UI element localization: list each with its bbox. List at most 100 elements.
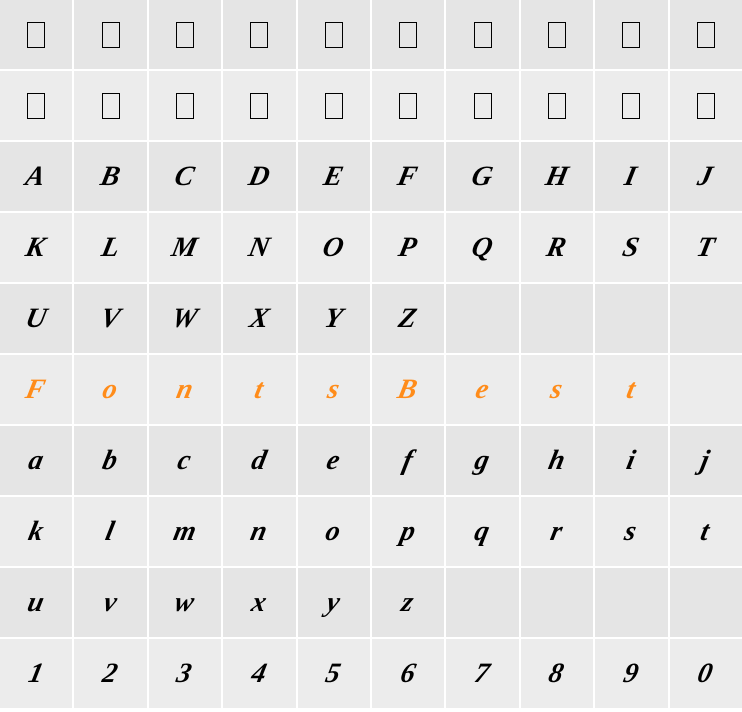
- glyph-cell: S: [595, 213, 667, 282]
- placeholder-glyph-box: [548, 93, 566, 119]
- glyph-cell: [670, 355, 742, 424]
- glyph-cell: [521, 0, 593, 69]
- glyph-cell: [149, 0, 221, 69]
- glyph-char: J: [695, 161, 717, 193]
- placeholder-glyph-box: [325, 22, 343, 48]
- glyph-char: 3: [174, 658, 196, 690]
- glyph-cell: s: [298, 355, 370, 424]
- glyph-cell: C: [149, 142, 221, 211]
- glyph-cell: [670, 71, 742, 140]
- placeholder-glyph-box: [176, 22, 194, 48]
- glyph-char: C: [172, 161, 198, 193]
- glyph-char: o: [323, 516, 345, 548]
- glyph-char: V: [97, 303, 123, 335]
- glyph-cell: 1: [0, 639, 72, 708]
- glyph-cell: 9: [595, 639, 667, 708]
- glyph-cell: e: [298, 426, 370, 495]
- glyph-cell: 5: [298, 639, 370, 708]
- placeholder-glyph-box: [325, 93, 343, 119]
- glyph-char: n: [248, 516, 271, 548]
- glyph-char: d: [248, 445, 270, 477]
- glyph-char: 9: [620, 658, 642, 690]
- glyph-cell: Q: [446, 213, 518, 282]
- glyph-cell: [670, 284, 742, 353]
- glyph-cell: p: [372, 497, 444, 566]
- glyph-cell: 8: [521, 639, 593, 708]
- glyph-cell: h: [521, 426, 593, 495]
- glyph-cell: Z: [372, 284, 444, 353]
- placeholder-glyph-box: [474, 22, 492, 48]
- glyph-char: B: [97, 161, 123, 193]
- font-character-grid: ABCDEFGHIJKLMNOPQRSTUVWXYZFontsBestabcde…: [0, 0, 742, 708]
- glyph-char: k: [25, 516, 47, 548]
- glyph-char: D: [245, 161, 273, 193]
- glyph-cell: l: [74, 497, 146, 566]
- placeholder-glyph-box: [697, 22, 715, 48]
- glyph-cell: B: [372, 355, 444, 424]
- glyph-cell: O: [298, 213, 370, 282]
- glyph-cell: t: [670, 497, 742, 566]
- glyph-char: j: [698, 445, 714, 477]
- glyph-cell: [446, 568, 518, 637]
- glyph-char: B: [395, 374, 421, 406]
- glyph-cell: G: [446, 142, 518, 211]
- glyph-cell: q: [446, 497, 518, 566]
- glyph-char: H: [542, 161, 572, 193]
- glyph-cell: [521, 284, 593, 353]
- glyph-cell: s: [521, 355, 593, 424]
- glyph-cell: [149, 71, 221, 140]
- glyph-cell: [0, 71, 72, 140]
- glyph-char: Z: [396, 303, 421, 335]
- glyph-char: l: [103, 516, 119, 548]
- glyph-cell: D: [223, 142, 295, 211]
- glyph-char: F: [395, 161, 421, 193]
- glyph-cell: 4: [223, 639, 295, 708]
- glyph-cell: [595, 284, 667, 353]
- glyph-char: e: [472, 374, 492, 406]
- glyph-char: u: [25, 587, 48, 619]
- glyph-cell: i: [595, 426, 667, 495]
- glyph-cell: A: [0, 142, 72, 211]
- glyph-cell: x: [223, 568, 295, 637]
- glyph-char: q: [472, 516, 494, 548]
- glyph-char: T: [693, 232, 718, 264]
- glyph-cell: K: [0, 213, 72, 282]
- glyph-cell: j: [670, 426, 742, 495]
- glyph-cell: b: [74, 426, 146, 495]
- placeholder-glyph-box: [622, 22, 640, 48]
- glyph-cell: [521, 568, 593, 637]
- glyph-cell: B: [74, 142, 146, 211]
- glyph-cell: r: [521, 497, 593, 566]
- placeholder-glyph-box: [27, 93, 45, 119]
- glyph-char: g: [472, 445, 494, 477]
- glyph-cell: Y: [298, 284, 370, 353]
- placeholder-glyph-box: [697, 93, 715, 119]
- glyph-cell: t: [595, 355, 667, 424]
- glyph-cell: [595, 0, 667, 69]
- glyph-cell: U: [0, 284, 72, 353]
- glyph-char: 5: [323, 658, 345, 690]
- glyph-char: f: [400, 445, 417, 477]
- glyph-cell: t: [223, 355, 295, 424]
- glyph-char: t: [624, 374, 640, 406]
- glyph-cell: N: [223, 213, 295, 282]
- glyph-cell: [223, 0, 295, 69]
- glyph-cell: H: [521, 142, 593, 211]
- glyph-cell: J: [670, 142, 742, 211]
- glyph-cell: [298, 0, 370, 69]
- glyph-char: t: [252, 374, 268, 406]
- placeholder-glyph-box: [548, 22, 566, 48]
- glyph-char: 1: [25, 658, 47, 690]
- glyph-cell: [372, 71, 444, 140]
- glyph-char: x: [248, 587, 270, 619]
- glyph-cell: X: [223, 284, 295, 353]
- glyph-char: U: [22, 303, 50, 335]
- glyph-char: E: [321, 161, 347, 193]
- glyph-cell: R: [521, 213, 593, 282]
- placeholder-glyph-box: [250, 22, 268, 48]
- glyph-char: 2: [100, 658, 122, 690]
- placeholder-glyph-box: [474, 93, 492, 119]
- glyph-cell: e: [446, 355, 518, 424]
- glyph-cell: 0: [670, 639, 742, 708]
- glyph-char: S: [620, 232, 643, 264]
